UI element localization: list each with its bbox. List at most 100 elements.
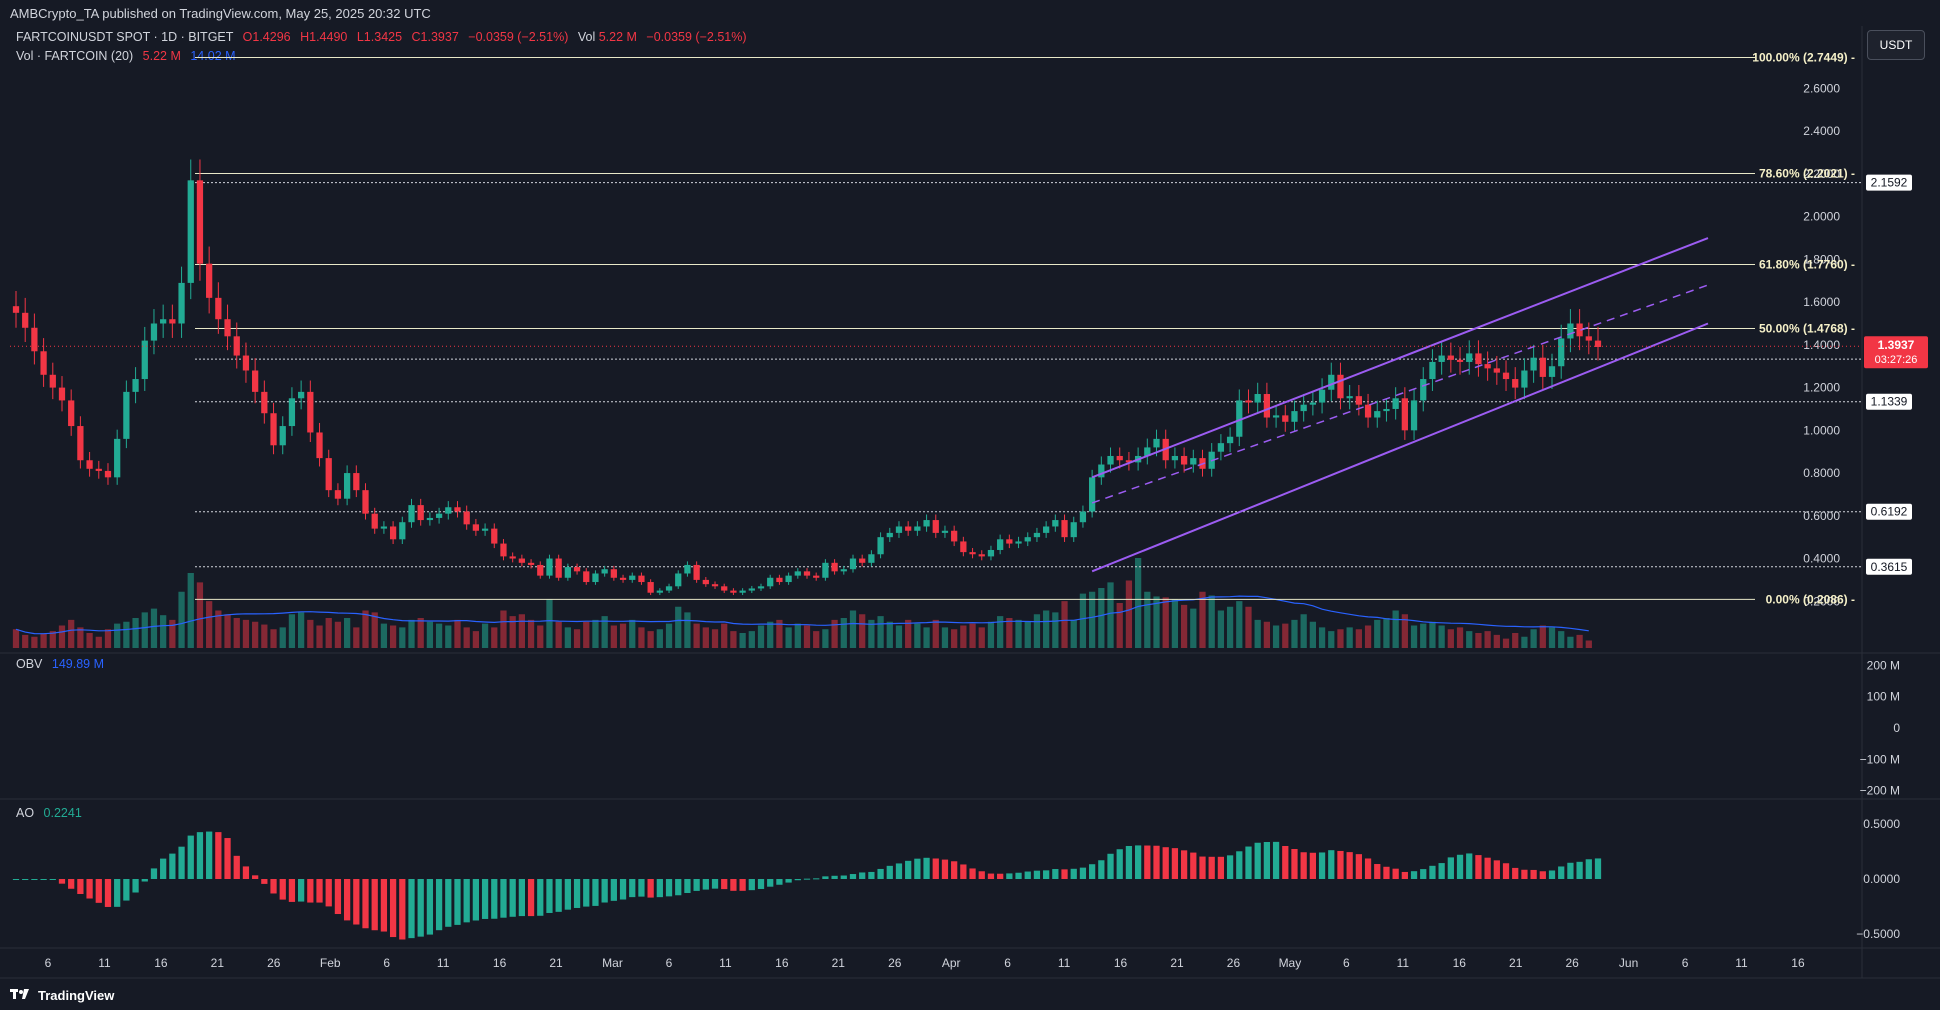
x-tick-label: Jun (1619, 956, 1638, 970)
channel-mid-line (1091, 284, 1709, 504)
volume-bar (1364, 625, 1372, 648)
currency-button[interactable]: USDT (1867, 30, 1925, 60)
volume-bar (1466, 631, 1473, 648)
volume-bar (537, 625, 544, 648)
volume-bar (638, 627, 645, 648)
ao-bar (1052, 869, 1059, 879)
candle-body (1153, 438, 1160, 448)
candle-body (546, 558, 553, 576)
volume-bar (104, 629, 112, 648)
ao-bar (1466, 853, 1473, 879)
candle-body (1337, 374, 1344, 399)
candle-body (1070, 522, 1077, 538)
candle-body (721, 586, 728, 591)
volume-bar (1484, 631, 1491, 648)
volume-bar (12, 629, 20, 648)
x-tick-label: 16 (154, 956, 168, 970)
ao-bar (638, 879, 645, 897)
x-tick-label: 6 (1682, 956, 1689, 970)
volume-bar (941, 627, 949, 648)
candle-body (767, 577, 774, 587)
candle-body (555, 558, 562, 578)
volume-bar (610, 625, 617, 648)
candle-body (141, 340, 148, 380)
volume-bar (224, 614, 231, 648)
x-tick-label: 6 (1004, 956, 1011, 970)
symbol-label[interactable]: FARTCOINUSDT SPOT · 1D · BITGET (16, 30, 234, 44)
vol-indicator-label[interactable]: Vol · FARTCOIN (20) (16, 49, 134, 63)
volume-bar (1548, 627, 1556, 648)
candle-body (399, 522, 406, 540)
volume-bar (1153, 596, 1160, 648)
candle-body (822, 562, 829, 578)
candle-body (1530, 357, 1537, 371)
ao-bar (1171, 848, 1179, 879)
x-tick-label: 21 (211, 956, 225, 970)
candle-body (58, 387, 66, 401)
volume-bar (77, 627, 84, 648)
ao-bar (951, 861, 958, 879)
x-tick-label: 16 (1791, 956, 1805, 970)
ao-bar (1392, 868, 1399, 879)
ao-bar (960, 864, 967, 879)
volume-bar (169, 619, 176, 648)
volume-bar (343, 618, 351, 648)
ao-bar (1015, 872, 1022, 879)
volume-bar (1162, 597, 1169, 648)
volume-bar (1134, 558, 1142, 648)
volume-bar (1015, 619, 1022, 648)
volume-bar (859, 614, 866, 648)
fib-level-label: 0.00% (0.2086) - (1766, 592, 1855, 606)
y-tick-label: 1.0000 (1803, 423, 1840, 437)
candle-body (665, 586, 673, 591)
volume-bar (987, 621, 995, 648)
candle-body (22, 312, 29, 328)
ao-bar (463, 879, 470, 923)
ao-bar (1134, 845, 1142, 879)
candle-body (978, 554, 985, 557)
obv-label[interactable]: OBV (16, 657, 43, 671)
candle-body (757, 586, 765, 589)
candle-body (583, 571, 590, 583)
level-tag (1866, 393, 1912, 410)
volume-bar (711, 629, 719, 648)
ao-bar (987, 873, 995, 879)
volume-bar (1254, 619, 1261, 648)
ao-bar (794, 879, 801, 881)
x-tick-label: 16 (1114, 956, 1128, 970)
ao-bar (1346, 852, 1353, 879)
ohlc-low: L1.3425 (356, 30, 403, 44)
ohlc-high: H1.4490 (300, 30, 348, 44)
ao-bar (160, 858, 167, 879)
candle-body (711, 584, 719, 587)
volume-bar (445, 625, 452, 648)
x-tick-label: 6 (383, 956, 390, 970)
ao-bar (399, 879, 406, 940)
candle-body (794, 571, 801, 576)
candle-body (951, 530, 958, 542)
volume-bar (270, 629, 277, 648)
candle-body (1079, 511, 1087, 523)
volume-bar (31, 636, 38, 648)
volume-bar (583, 621, 590, 648)
ao-bar (1272, 841, 1280, 879)
ao-bar (472, 879, 480, 921)
ao-bar (1190, 852, 1197, 879)
volume-bar (868, 619, 875, 648)
ao-bar (840, 875, 847, 879)
volume-bar (518, 614, 525, 648)
ao-bar (1530, 869, 1537, 879)
ao-label[interactable]: AO (16, 806, 35, 820)
candle-body (1144, 447, 1151, 456)
candle-body (813, 575, 820, 578)
candle-body (1512, 379, 1519, 388)
last-price-tag[interactable] (1864, 336, 1928, 369)
volume-bar (803, 625, 811, 648)
candle-body (12, 306, 20, 313)
ao-bar (1125, 845, 1133, 879)
channel-lower-line (1091, 322, 1709, 573)
candle-body (886, 532, 893, 538)
ao-bar (1521, 869, 1528, 879)
candle-body (123, 391, 130, 439)
